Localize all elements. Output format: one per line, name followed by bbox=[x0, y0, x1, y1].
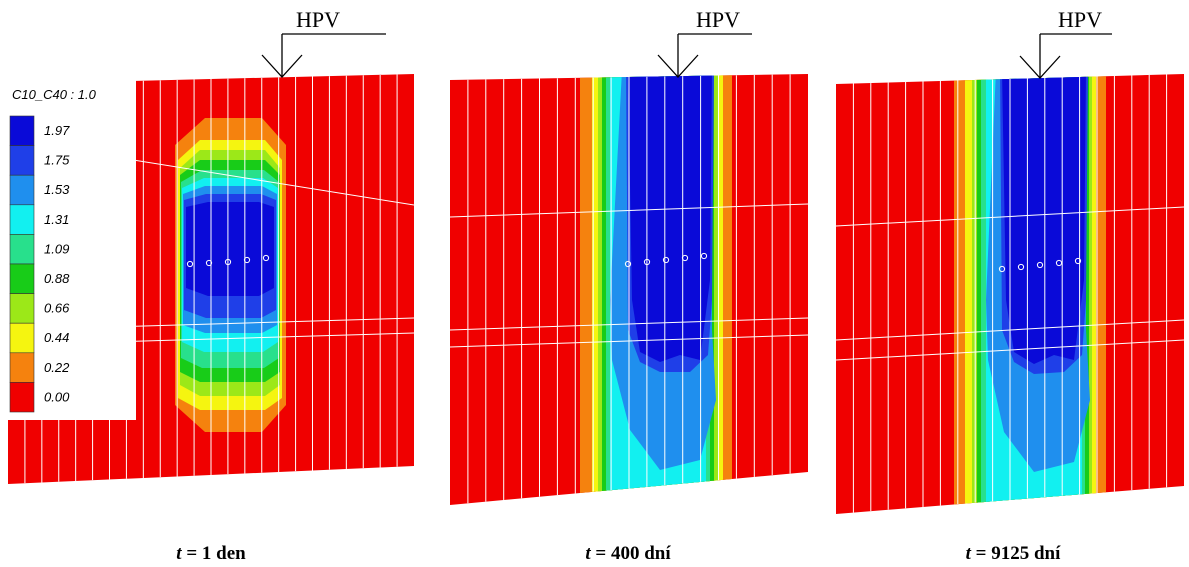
panel-2-contour bbox=[450, 74, 808, 505]
panel-2-plume bbox=[580, 74, 732, 505]
legend-swatch bbox=[9, 145, 35, 176]
hpv-label-2: HPV bbox=[696, 7, 740, 32]
legend-swatch bbox=[9, 352, 35, 383]
legend-swatch bbox=[9, 293, 35, 324]
hpv-label-3: HPV bbox=[1058, 7, 1102, 32]
legend-label: 0.22 bbox=[44, 360, 70, 375]
panel-3-plume bbox=[954, 74, 1106, 514]
panel-1-wells bbox=[186, 254, 270, 268]
legend-swatch bbox=[9, 204, 35, 235]
hpv-marker-2: HPV bbox=[657, 7, 752, 78]
legend-label: 1.97 bbox=[44, 123, 70, 138]
caption-3-text: = 9125 dní bbox=[971, 543, 1061, 564]
caption-panel-3: t = 9125 dní bbox=[966, 543, 1061, 564]
legend: C10_C40 : 1.0 1.97 1.75 1.53 1.31 1.09 0.88 0.… bbox=[0, 80, 136, 420]
legend-label: 0.44 bbox=[44, 330, 69, 345]
legend-swatch bbox=[9, 174, 35, 206]
legend-label: 0.00 bbox=[44, 389, 70, 404]
legend-swatch bbox=[9, 322, 35, 354]
legend-label: 0.66 bbox=[44, 301, 70, 316]
legend-title: C10_C40 : 1.0 bbox=[12, 87, 97, 102]
caption-1-var: t bbox=[176, 543, 182, 564]
panel-1-plume bbox=[175, 118, 286, 432]
legend-swatch bbox=[9, 234, 35, 265]
panel-2-wells bbox=[624, 252, 708, 268]
caption-3-var: t bbox=[966, 543, 972, 564]
caption-panel-2: t = 400 dní bbox=[585, 543, 671, 564]
hpv-marker-3: HPV bbox=[1019, 7, 1112, 79]
legend-items: 1.97 1.75 1.53 1.31 1.09 0.88 0.66 0.44 0.22 0.00 bbox=[9, 115, 70, 413]
caption-1-text: = 1 den bbox=[182, 543, 247, 564]
panel-2-grid bbox=[450, 74, 808, 504]
hpv-marker-1: HPV bbox=[261, 7, 386, 78]
hpv-label-1: HPV bbox=[296, 7, 340, 32]
legend-label: 1.31 bbox=[44, 212, 69, 227]
legend-swatch bbox=[9, 115, 35, 146]
legend-swatch bbox=[9, 382, 35, 413]
legend-label: 1.75 bbox=[44, 153, 70, 168]
legend-label: 1.09 bbox=[44, 241, 69, 256]
caption-2-var: t bbox=[585, 543, 591, 564]
legend-label: 0.88 bbox=[44, 271, 70, 286]
legend-swatch bbox=[9, 263, 35, 294]
panel-3-wells bbox=[998, 257, 1082, 273]
caption-panel-1: t = 1 den bbox=[176, 543, 246, 564]
panel-3-grid bbox=[836, 74, 1184, 513]
panel-3-contour bbox=[836, 74, 1184, 514]
caption-2-text: = 400 dní bbox=[591, 543, 672, 564]
legend-label: 1.53 bbox=[44, 182, 70, 197]
